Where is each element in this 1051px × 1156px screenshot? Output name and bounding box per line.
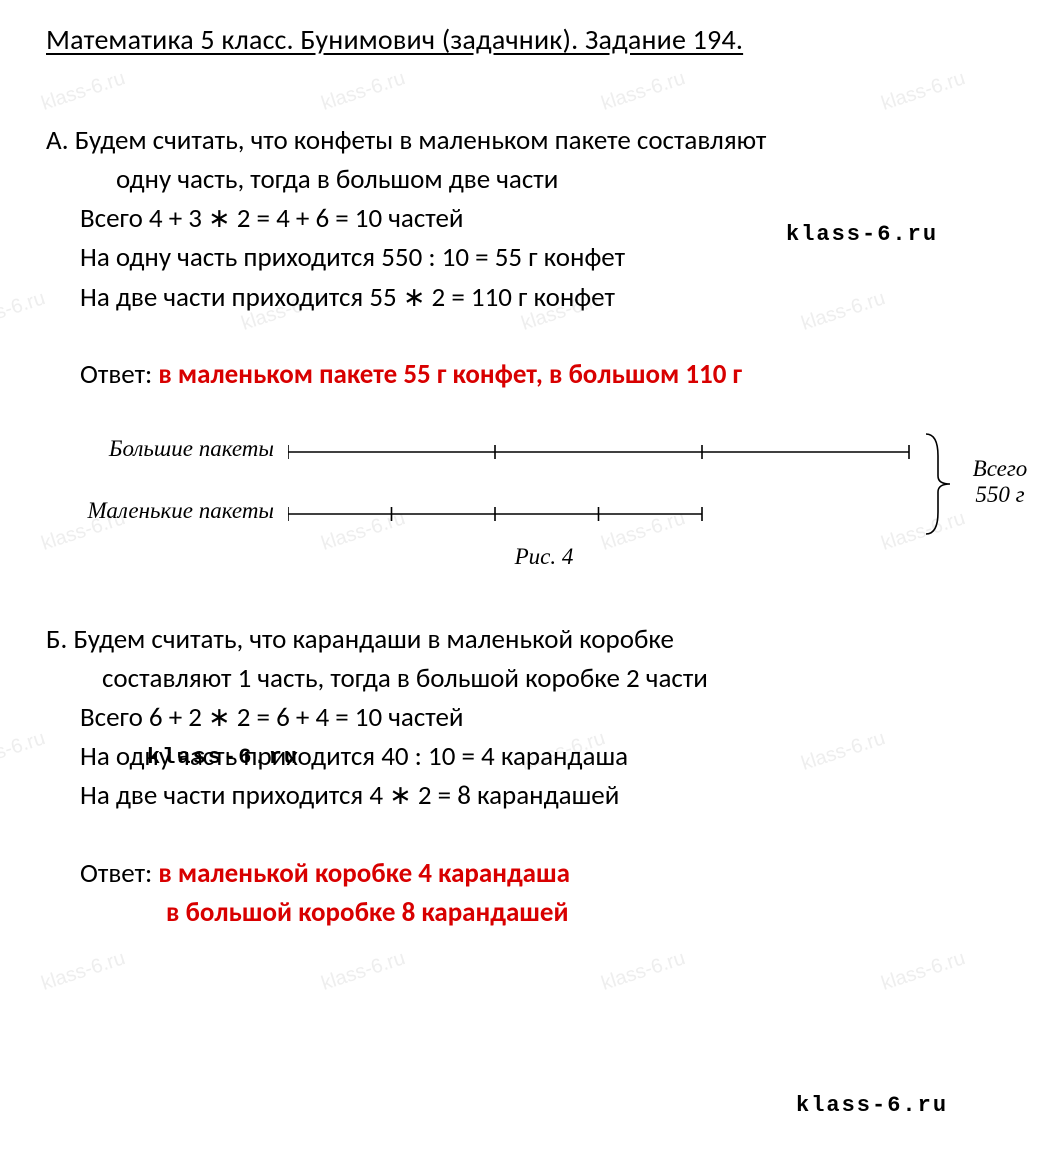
part-b-line1: Б. Будем считать, что карандаши в малень… (46, 620, 1025, 659)
diagram-label-small: Маленькие пакеты (74, 498, 274, 524)
segment-small-bar (288, 502, 712, 526)
bg-watermark: klass-6.ru (0, 287, 48, 336)
diagram-figure: Большие пакеты Маленькие пакеты Всего 55… (74, 426, 1025, 576)
bg-watermark: klass-6.ru (599, 67, 689, 116)
page-title: Математика 5 класс. Бунимович (задачник)… (46, 22, 1025, 57)
part-b-answer: Ответ: в маленькой коробке 4 карандаша (46, 854, 1025, 893)
part-b-line5: На две части приходится 4 ∗ 2 = 8 каранд… (46, 776, 1025, 815)
diagram-total-line2: 550 г (960, 482, 1040, 508)
diagram-caption: Рис. 4 (494, 544, 594, 570)
answer-label: Ответ: (80, 857, 158, 890)
bg-watermark: klass-6.ru (319, 947, 409, 996)
part-a-line2: одну часть, тогда в большом две части (46, 160, 1025, 199)
watermark-bold: klass-6.ru (147, 745, 299, 770)
diagram-label-big: Большие пакеты (74, 436, 274, 462)
part-a-line1: А. Будем считать, что конфеты в маленько… (46, 121, 1025, 160)
answer-text-1: в маленькой коробке 4 карандаша (158, 857, 570, 890)
part-a: А. Будем считать, что конфеты в маленько… (46, 121, 1025, 394)
bg-watermark: klass-6.ru (599, 947, 689, 996)
answer-text: в маленьком пакете 55 г конфет, в большо… (158, 358, 742, 391)
part-b: Б. Будем считать, что карандаши в малень… (46, 620, 1025, 932)
part-a-line5: На две части приходится 55 ∗ 2 = 110 г к… (46, 278, 1025, 317)
bg-watermark: klass-6.ru (879, 67, 969, 116)
bg-watermark: klass-6.ru (39, 67, 129, 116)
part-b-answer-2: в большой коробке 8 карандашей (46, 893, 1025, 932)
answer-text-2: в большой коробке 8 карандашей (166, 896, 569, 929)
diagram-total: Всего 550 г (960, 456, 1040, 508)
part-a-text1: Будем считать, что конфеты в маленьком п… (75, 124, 767, 157)
bg-watermark: klass-6.ru (879, 947, 969, 996)
part-b-line3: Всего 6 + 2 ∗ 2 = 6 + 4 = 10 частей (46, 698, 1025, 737)
part-b-text1: Будем считать, что карандаши в маленькой… (73, 623, 674, 656)
segment-big-bar (288, 440, 920, 464)
watermark-bold: klass-6.ru (796, 1093, 948, 1118)
part-a-answer: Ответ: в маленьком пакете 55 г конфет, в… (46, 355, 1025, 394)
brace-icon (924, 432, 954, 536)
part-b-prefix: Б. (46, 623, 73, 656)
bg-watermark: klass-6.ru (0, 727, 48, 776)
bg-watermark: klass-6.ru (319, 67, 409, 116)
part-a-prefix: А. (46, 124, 75, 157)
watermark-bold: klass-6.ru (786, 222, 938, 247)
bg-watermark: klass-6.ru (39, 947, 129, 996)
part-b-line2: составляют 1 часть, тогда в большой коро… (46, 659, 1025, 698)
answer-label: Ответ: (80, 358, 158, 391)
diagram-total-line1: Всего (960, 456, 1040, 482)
